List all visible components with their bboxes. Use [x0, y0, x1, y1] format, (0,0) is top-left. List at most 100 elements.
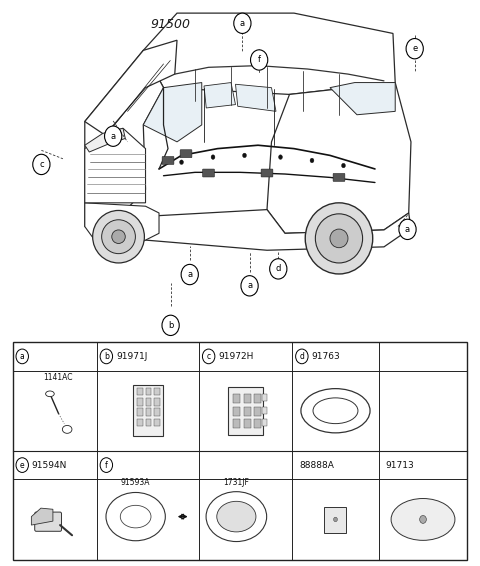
Circle shape: [16, 349, 28, 364]
FancyBboxPatch shape: [162, 157, 174, 165]
Circle shape: [270, 259, 287, 279]
Ellipse shape: [46, 391, 54, 397]
Text: 91593A: 91593A: [121, 478, 150, 487]
Ellipse shape: [62, 426, 72, 434]
Text: a: a: [247, 281, 252, 290]
Text: f: f: [258, 55, 261, 65]
Polygon shape: [85, 203, 159, 247]
Circle shape: [203, 349, 215, 364]
Text: a: a: [187, 270, 192, 279]
Circle shape: [241, 276, 258, 296]
FancyBboxPatch shape: [145, 398, 151, 406]
Ellipse shape: [93, 211, 144, 263]
Text: 1731JF: 1731JF: [223, 478, 249, 487]
Text: a: a: [110, 132, 116, 141]
Circle shape: [242, 153, 246, 158]
Polygon shape: [267, 83, 411, 233]
Circle shape: [296, 349, 308, 364]
Text: 91972H: 91972H: [218, 352, 253, 361]
Circle shape: [342, 164, 346, 168]
Circle shape: [420, 516, 426, 524]
Circle shape: [310, 158, 314, 163]
Text: 91500: 91500: [150, 19, 190, 32]
Text: d: d: [300, 352, 304, 361]
Text: a: a: [20, 352, 24, 361]
FancyBboxPatch shape: [254, 419, 262, 428]
FancyBboxPatch shape: [154, 398, 160, 406]
Text: 91713: 91713: [386, 461, 415, 470]
FancyBboxPatch shape: [154, 419, 160, 426]
Polygon shape: [85, 40, 177, 135]
Ellipse shape: [391, 499, 455, 541]
FancyBboxPatch shape: [154, 409, 160, 416]
Ellipse shape: [301, 389, 370, 433]
FancyBboxPatch shape: [145, 409, 151, 416]
FancyBboxPatch shape: [154, 388, 160, 396]
Polygon shape: [143, 13, 395, 95]
FancyBboxPatch shape: [137, 409, 143, 416]
FancyBboxPatch shape: [145, 388, 151, 396]
Text: c: c: [39, 160, 44, 169]
Polygon shape: [204, 83, 236, 108]
FancyBboxPatch shape: [180, 150, 192, 158]
Ellipse shape: [315, 214, 362, 263]
FancyBboxPatch shape: [244, 394, 251, 403]
Text: 91763: 91763: [312, 352, 340, 361]
Polygon shape: [143, 83, 202, 142]
FancyBboxPatch shape: [203, 169, 215, 177]
Ellipse shape: [313, 398, 358, 423]
FancyBboxPatch shape: [137, 388, 143, 396]
FancyBboxPatch shape: [244, 419, 251, 428]
Polygon shape: [330, 83, 395, 115]
Circle shape: [406, 38, 423, 59]
Ellipse shape: [106, 492, 165, 541]
Circle shape: [100, 349, 113, 364]
Text: e: e: [412, 44, 417, 53]
FancyBboxPatch shape: [263, 419, 267, 426]
FancyBboxPatch shape: [233, 419, 240, 428]
Text: b: b: [168, 321, 173, 330]
FancyBboxPatch shape: [333, 173, 345, 181]
Ellipse shape: [102, 220, 135, 254]
Text: b: b: [104, 352, 109, 361]
FancyBboxPatch shape: [254, 406, 262, 415]
Polygon shape: [236, 84, 276, 112]
Text: e: e: [20, 461, 24, 470]
Ellipse shape: [112, 230, 125, 243]
FancyBboxPatch shape: [137, 398, 143, 406]
Text: 88888A: 88888A: [300, 461, 335, 470]
Circle shape: [234, 13, 251, 33]
FancyBboxPatch shape: [145, 419, 151, 426]
Circle shape: [162, 315, 179, 336]
FancyBboxPatch shape: [263, 394, 267, 401]
Polygon shape: [85, 128, 125, 152]
FancyBboxPatch shape: [35, 512, 61, 531]
FancyBboxPatch shape: [133, 385, 163, 436]
FancyBboxPatch shape: [324, 507, 346, 533]
FancyBboxPatch shape: [263, 406, 267, 414]
Circle shape: [211, 155, 215, 160]
Ellipse shape: [330, 229, 348, 248]
Circle shape: [33, 155, 50, 174]
FancyBboxPatch shape: [244, 406, 251, 415]
Polygon shape: [31, 508, 53, 525]
Circle shape: [399, 219, 416, 239]
Ellipse shape: [217, 501, 256, 532]
FancyBboxPatch shape: [137, 419, 143, 426]
Text: c: c: [206, 352, 211, 361]
Circle shape: [105, 126, 122, 147]
Text: 1141AC: 1141AC: [43, 374, 72, 383]
Ellipse shape: [206, 492, 267, 542]
Circle shape: [278, 155, 282, 160]
Polygon shape: [85, 50, 164, 213]
Text: a: a: [405, 225, 410, 234]
FancyBboxPatch shape: [233, 406, 240, 415]
Polygon shape: [85, 203, 411, 250]
Text: 91594N: 91594N: [32, 461, 67, 470]
Text: 91971J: 91971J: [116, 352, 147, 361]
Circle shape: [334, 517, 337, 522]
Circle shape: [180, 160, 183, 165]
Circle shape: [251, 50, 268, 70]
Circle shape: [181, 264, 198, 285]
Text: f: f: [105, 461, 108, 470]
